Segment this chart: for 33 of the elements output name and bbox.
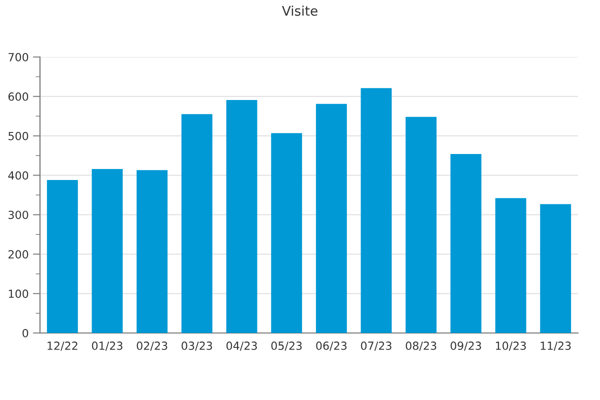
y-tick-label: 0 <box>22 328 28 338</box>
x-tick-label: 10/23 <box>496 342 526 351</box>
bar <box>226 100 258 333</box>
x-tick-label: 06/23 <box>316 342 347 351</box>
chart-title: Visite <box>282 6 318 16</box>
bar <box>495 198 526 333</box>
bar <box>271 133 302 333</box>
y-tick-label: 400 <box>8 171 28 180</box>
x-tick-label: 07/23 <box>360 342 392 351</box>
y-tick-label: 300 <box>8 210 28 220</box>
x-tick-label: 12/22 <box>48 342 78 351</box>
bar <box>406 116 437 333</box>
x-tick-label: 01/23 <box>92 342 122 351</box>
y-tick-label: 600 <box>8 92 28 101</box>
bar <box>181 114 212 333</box>
y-tick-label: 100 <box>8 290 28 298</box>
bar <box>316 104 347 333</box>
bar <box>92 168 123 333</box>
x-tick-label: 03/23 <box>182 342 212 351</box>
x-tick-label: 11/23 <box>540 342 571 351</box>
y-tick-label: 700 <box>8 52 28 62</box>
x-tick-label: 08/23 <box>406 342 436 351</box>
x-tick-label: 04/23 <box>226 342 257 351</box>
bar <box>46 180 78 333</box>
y-tick-label: 200 <box>8 250 28 259</box>
x-tick-label: 05/23 <box>271 342 302 351</box>
bar <box>136 170 168 333</box>
bar <box>450 154 482 333</box>
y-tick-label: 500 <box>8 132 28 140</box>
bar <box>540 204 572 333</box>
x-tick-label: 02/23 <box>136 342 168 351</box>
bar <box>360 88 392 333</box>
x-tick-label: 09/23 <box>450 342 482 351</box>
